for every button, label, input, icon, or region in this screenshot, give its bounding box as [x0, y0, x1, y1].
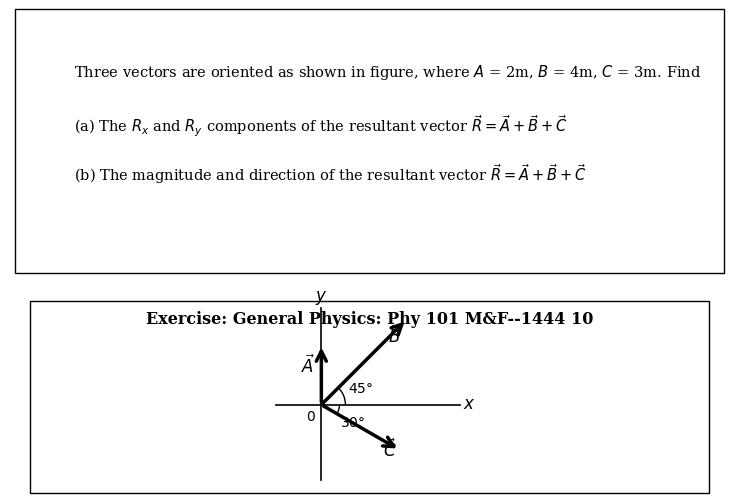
Text: Three vectors are oriented as shown in figure, where $A$ = 2m, $B$ = 4m, $C$ = 3: Three vectors are oriented as shown in f… — [74, 62, 701, 81]
Text: Exercise: General Physics: Phy 101 M&F--1444 10: Exercise: General Physics: Phy 101 M&F--… — [146, 311, 593, 328]
Text: (a) The $R_x$ and $R_y$ components of the resultant vector $\vec{R} = \vec{A} + : (a) The $R_x$ and $R_y$ components of th… — [74, 114, 568, 139]
Text: $y$: $y$ — [315, 289, 327, 307]
Text: $\vec{C}$: $\vec{C}$ — [383, 439, 397, 461]
Text: $\vec{B}$: $\vec{B}$ — [388, 324, 401, 347]
Text: (b) The magnitude and direction of the resultant vector $\vec{R} = \vec{A} + \ve: (b) The magnitude and direction of the r… — [74, 162, 586, 186]
Text: $0$: $0$ — [306, 410, 316, 424]
Text: $45°$: $45°$ — [348, 382, 373, 396]
Text: $x$: $x$ — [463, 396, 475, 413]
Text: $30°$: $30°$ — [340, 416, 365, 430]
Text: $\vec{A}$: $\vec{A}$ — [301, 354, 315, 377]
